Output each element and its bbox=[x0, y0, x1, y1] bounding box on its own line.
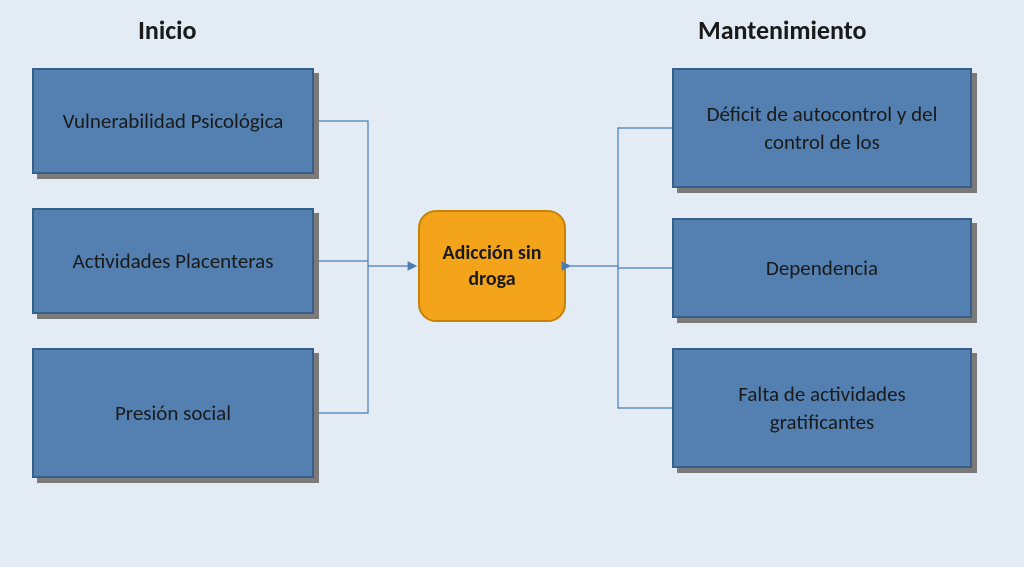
left-box-2-label: Presión social bbox=[115, 399, 231, 427]
right-box-0-label: Déficit de autocontrol y del control de … bbox=[688, 100, 956, 157]
right-box-2-label: Falta de actividades gratificantes bbox=[688, 380, 956, 437]
left-box-1: Actividades Placenteras bbox=[32, 208, 314, 314]
left-box-1-label: Actividades Placenteras bbox=[73, 247, 274, 275]
left-box-0: Vulnerabilidad Psicológica bbox=[32, 68, 314, 174]
right-box-2: Falta de actividades gratificantes bbox=[672, 348, 972, 468]
heading-left: Inicio bbox=[138, 14, 197, 46]
left-box-0-label: Vulnerabilidad Psicológica bbox=[63, 107, 284, 135]
right-box-1-label: Dependencia bbox=[766, 254, 878, 282]
left-box-2: Presión social bbox=[32, 348, 314, 478]
right-box-1: Dependencia bbox=[672, 218, 972, 318]
center-box: Adicción sin droga bbox=[418, 210, 566, 322]
center-box-label: Adicción sin droga bbox=[430, 240, 554, 292]
heading-right: Mantenimiento bbox=[698, 14, 866, 46]
right-box-0: Déficit de autocontrol y del control de … bbox=[672, 68, 972, 188]
